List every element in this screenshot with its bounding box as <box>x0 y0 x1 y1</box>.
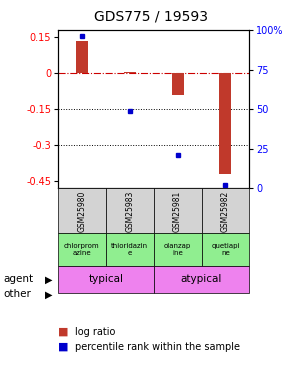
Bar <box>124 72 136 73</box>
Text: ■: ■ <box>58 342 68 352</box>
Text: GSM25983: GSM25983 <box>125 190 134 232</box>
Text: GSM25981: GSM25981 <box>173 190 182 231</box>
Text: atypical: atypical <box>181 274 222 284</box>
Text: chlorprom
azine: chlorprom azine <box>64 243 100 256</box>
Text: ■: ■ <box>58 327 68 337</box>
Bar <box>172 73 184 95</box>
Text: ▶: ▶ <box>45 274 52 284</box>
Bar <box>220 73 231 174</box>
Bar <box>106 189 154 233</box>
Text: quetiapi
ne: quetiapi ne <box>211 243 240 256</box>
Text: typical: typical <box>88 274 123 284</box>
Bar <box>154 189 202 233</box>
Text: GDS775 / 19593: GDS775 / 19593 <box>94 9 208 23</box>
Bar <box>202 233 249 266</box>
Text: GSM25982: GSM25982 <box>221 190 230 231</box>
Bar <box>58 266 154 292</box>
Text: agent: agent <box>3 274 33 284</box>
Text: GSM25980: GSM25980 <box>77 190 86 232</box>
Text: percentile rank within the sample: percentile rank within the sample <box>75 342 240 352</box>
Bar <box>58 233 106 266</box>
Text: ▶: ▶ <box>45 290 52 299</box>
Text: other: other <box>3 290 31 299</box>
Bar <box>106 233 154 266</box>
Bar <box>76 41 88 73</box>
Text: olanzap
ine: olanzap ine <box>164 243 191 256</box>
Bar <box>154 233 202 266</box>
Bar <box>154 266 249 292</box>
Text: thioridazin
e: thioridazin e <box>111 243 148 256</box>
Bar <box>58 189 106 233</box>
Text: log ratio: log ratio <box>75 327 116 337</box>
Bar <box>202 189 249 233</box>
